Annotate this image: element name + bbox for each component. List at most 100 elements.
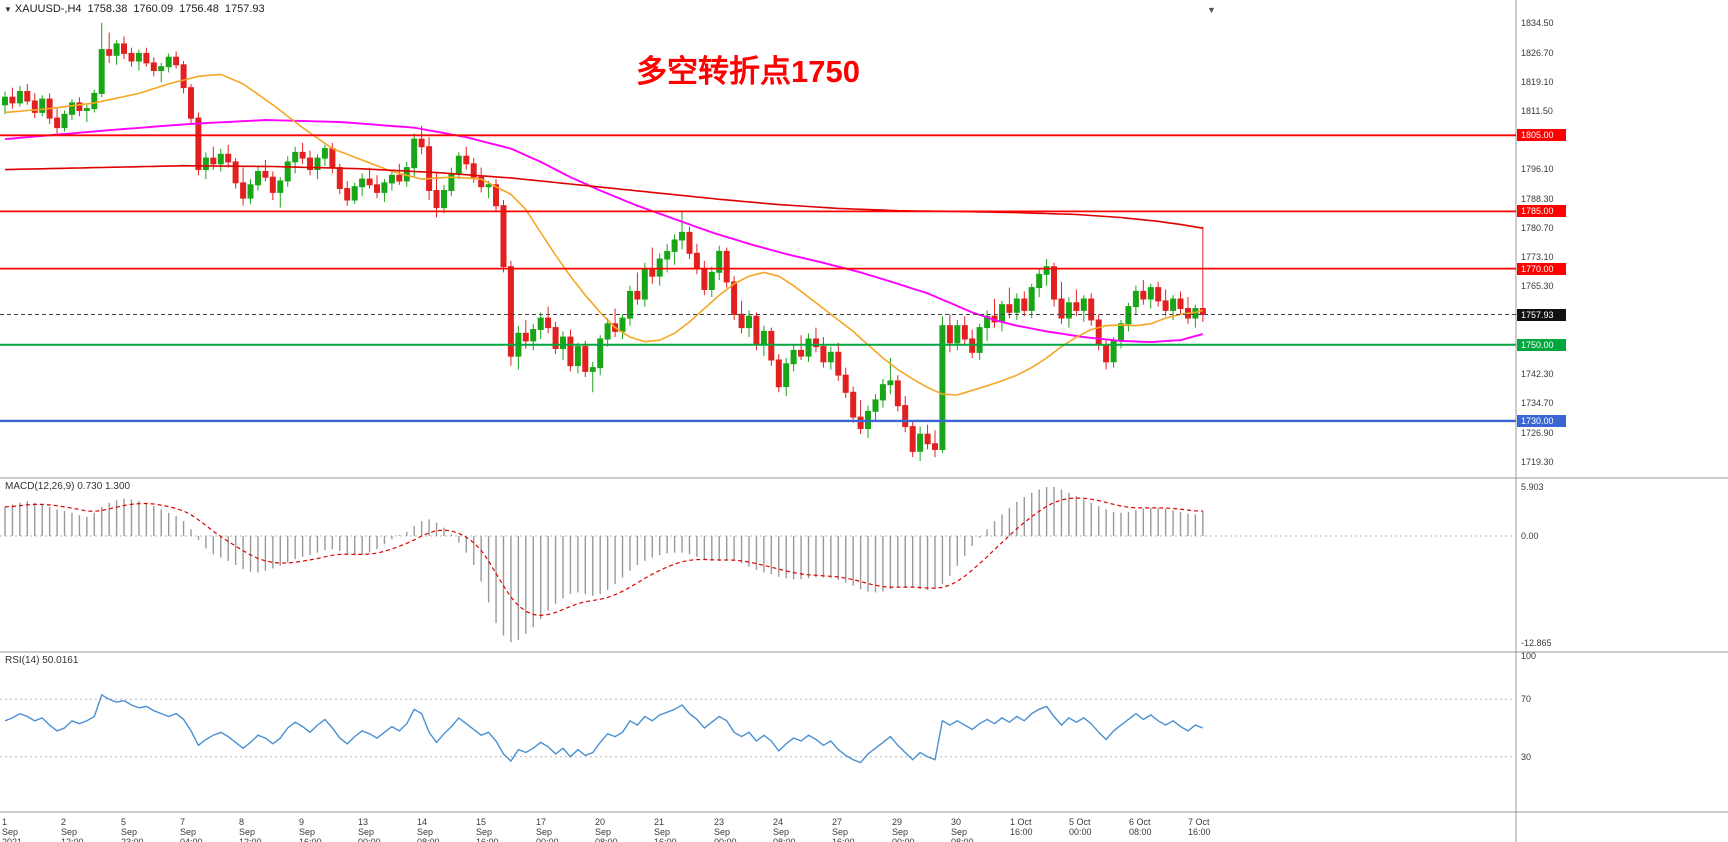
bull-candle — [1043, 266, 1050, 275]
rsi-name: RSI(14) — [5, 655, 40, 666]
bull-candle — [805, 338, 812, 357]
rsi-axis-label: 100 — [1521, 651, 1537, 661]
bull-candle — [217, 153, 224, 165]
time-axis-label: 8 Sep 12:00 — [239, 817, 262, 842]
time-axis-label: 1 Oct 16:00 — [1010, 817, 1033, 837]
bull-candle — [627, 290, 633, 319]
macd-signal-line — [4, 497, 1203, 617]
ma-magenta[interactable] — [4, 119, 1204, 344]
bear-candle — [738, 313, 745, 329]
bull-candle — [939, 325, 946, 451]
bull-candle — [61, 113, 68, 129]
price-tick-label: 1773.10 — [1521, 252, 1554, 262]
bull-candle — [91, 92, 98, 110]
bull-candle — [1125, 306, 1132, 325]
price-tick-label: 1788.30 — [1521, 194, 1554, 204]
bear-candle — [500, 205, 507, 268]
bear-candle — [433, 190, 440, 209]
bull-candle — [679, 231, 685, 241]
bull-candle — [917, 433, 924, 452]
bull-candle — [247, 184, 254, 199]
ma-orange[interactable] — [4, 73, 1204, 396]
time-axis-label: 5 Oct 00:00 — [1069, 817, 1092, 837]
bear-candle — [9, 96, 16, 104]
time-axis-label: 20 Sep 08:00 — [595, 817, 618, 842]
bull-candle — [98, 49, 105, 94]
bull-candle — [411, 138, 418, 169]
bull-candle — [746, 315, 752, 329]
price-tick-label: 1834.50 — [1521, 18, 1554, 28]
bull-candle — [321, 148, 328, 159]
bear-candle — [701, 268, 708, 291]
bull-candle — [2, 96, 8, 106]
price-open: 1758.38 — [87, 3, 128, 15]
bear-candle — [195, 117, 202, 170]
bear-candle — [507, 266, 514, 357]
bear-candle — [775, 359, 782, 388]
bear-candle — [24, 91, 31, 102]
bear-candle — [54, 117, 61, 129]
time-axis-label: 15 Sep 16:00 — [476, 817, 499, 842]
bull-candle — [1080, 298, 1087, 311]
price-line-badge: 1750.00 — [1517, 339, 1566, 351]
bear-candle — [374, 184, 380, 193]
bull-candle — [954, 325, 961, 344]
macd-axis-label: 5.903 — [1521, 482, 1544, 492]
price-tick-label: 1719.30 — [1521, 457, 1554, 467]
bear-candle — [307, 157, 313, 171]
time-axis-label: 24 Sep 08:00 — [773, 817, 796, 842]
time-axis-label: 1 Sep 2021 — [2, 817, 23, 842]
bear-candle — [1088, 298, 1095, 321]
time-axis-label: 30 Sep 08:00 — [951, 817, 974, 842]
bull-candle — [537, 317, 544, 331]
price-tick-label: 1796.10 — [1521, 164, 1554, 174]
bull-candle — [113, 43, 120, 56]
bear-candle — [946, 325, 953, 344]
collapse-arrow-icon[interactable]: ▼ — [4, 5, 12, 14]
bear-candle — [344, 188, 351, 201]
bull-candle — [790, 349, 797, 365]
chart-shift-marker-icon[interactable]: ▼ — [1207, 5, 1216, 15]
ma-red[interactable] — [4, 164, 1203, 229]
bear-candle — [649, 268, 656, 277]
bull-candle — [999, 304, 1005, 323]
time-axis-label: 6 Oct 08:00 — [1129, 817, 1152, 837]
bear-candle — [731, 281, 738, 315]
bull-candle — [292, 151, 299, 163]
bear-candle — [1095, 319, 1102, 346]
price-tick-label: 1826.70 — [1521, 48, 1554, 58]
bull-candle — [135, 52, 142, 62]
bear-candle — [329, 148, 336, 169]
bull-candle — [783, 363, 790, 388]
bear-candle — [396, 174, 403, 182]
rsi-line — [4, 693, 1204, 764]
bull-candle — [165, 56, 172, 68]
bull-candle — [69, 102, 75, 115]
chart-annotation: 多空转折点1750 — [636, 54, 860, 89]
time-axis-label: 2 Sep 12:00 — [61, 817, 84, 842]
bear-candle — [582, 346, 589, 372]
bear-candle — [1103, 344, 1110, 363]
bull-candle — [560, 336, 566, 350]
bull-candle — [448, 172, 455, 191]
bull-candle — [39, 98, 46, 113]
macd-name: MACD(12,26,9) — [5, 481, 75, 492]
price-close: 1757.93 — [224, 3, 265, 15]
bear-candle — [1162, 300, 1169, 311]
price-line-badge: 1805.00 — [1517, 129, 1566, 141]
bear-candle — [842, 374, 849, 393]
current-price-badge: 1757.93 — [1517, 309, 1566, 321]
bear-candle — [1058, 298, 1065, 319]
time-axis-label: 23 Sep 00:00 — [714, 817, 737, 842]
price-tick-label: 1811.50 — [1521, 106, 1553, 116]
bear-candle — [128, 52, 135, 62]
bull-candle — [530, 329, 537, 342]
time-axis-label: 13 Sep 00:00 — [358, 817, 381, 842]
bull-candle — [872, 399, 879, 412]
bull-candle — [441, 190, 447, 209]
bear-candle — [1177, 298, 1184, 309]
bear-candle — [366, 178, 373, 186]
price-line-badge: 1730.00 — [1517, 415, 1566, 427]
bear-candle — [857, 416, 864, 430]
